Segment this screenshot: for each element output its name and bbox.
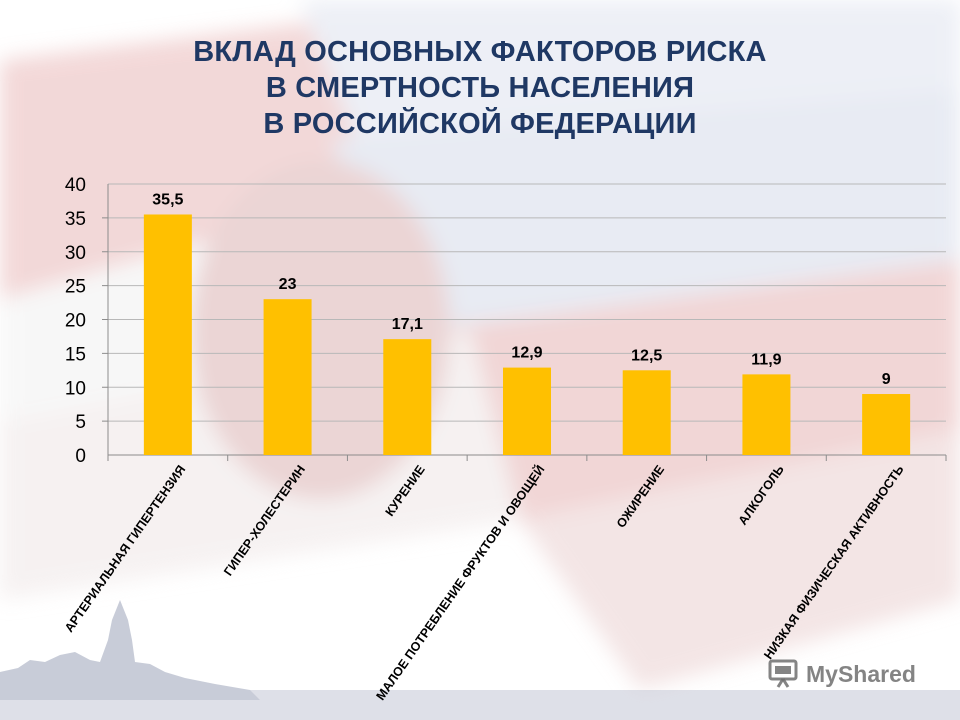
bar bbox=[503, 367, 551, 455]
bar bbox=[383, 339, 432, 455]
y-tick-label: 40 bbox=[65, 175, 86, 196]
x-tick-label: ОЖИРЕНИЕ bbox=[614, 463, 667, 531]
data-label: 23 bbox=[279, 276, 297, 293]
bars bbox=[143, 214, 911, 455]
data-label: 35,5 bbox=[152, 191, 183, 208]
y-tick-label: 30 bbox=[65, 243, 86, 264]
data-label: 9 bbox=[882, 371, 891, 388]
y-tick-label: 20 bbox=[65, 311, 86, 332]
presentation-icon bbox=[768, 659, 798, 688]
data-label: 17,1 bbox=[392, 316, 423, 333]
y-tick-label: 5 bbox=[75, 412, 86, 433]
bar bbox=[862, 394, 911, 455]
y-tick-label: 15 bbox=[65, 344, 86, 365]
y-tick-label: 0 bbox=[75, 446, 86, 467]
y-tick-label: 35 bbox=[65, 209, 86, 230]
title-line-2: В СМЕРТНОСТЬ НАСЕЛЕНИЯ bbox=[265, 72, 695, 104]
watermark-text: MyShared bbox=[806, 660, 916, 687]
x-tick-label: АРТЕРИАЛЬНАЯ ГИПЕРТЕНЗИЯ bbox=[62, 463, 188, 635]
x-tick-label: НИЗКАЯ ФИЗИЧЕСКАЯ АКТИВНОСТЬ bbox=[761, 463, 906, 662]
mysshared-watermark: MyShared bbox=[768, 656, 916, 692]
data-label: 11,9 bbox=[751, 351, 781, 368]
bar bbox=[263, 299, 312, 455]
x-tick-label: КУРЕНИЕ bbox=[383, 463, 428, 519]
bar bbox=[143, 214, 192, 455]
x-tick-label: ГИПЕР-ХОЛЕСТЕРИН bbox=[221, 463, 308, 579]
city-skyline-silhouette bbox=[0, 600, 260, 700]
bar bbox=[622, 370, 671, 455]
y-tick-label: 10 bbox=[65, 378, 86, 399]
bar bbox=[742, 374, 791, 455]
x-tick-label: АЛКОГОЛЬ bbox=[736, 463, 787, 528]
title-line-3: В РОССИЙСКОЙ ФЕДЕРАЦИИ bbox=[263, 108, 697, 140]
data-label: 12,5 bbox=[631, 347, 662, 364]
y-tick-label: 25 bbox=[65, 277, 86, 298]
data-label: 12,9 bbox=[511, 345, 542, 362]
title-line-1: ВКЛАД ОСНОВНЫХ ФАКТОРОВ РИСКА bbox=[193, 36, 767, 68]
chart-title: ВКЛАД ОСНОВНЫХ ФАКТОРОВ РИСКА В СМЕРТНОС… bbox=[0, 34, 960, 142]
